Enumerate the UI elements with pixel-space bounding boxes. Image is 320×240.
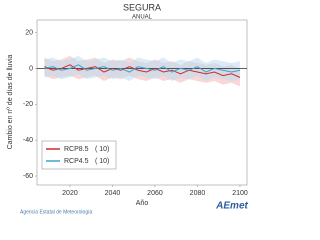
series-line bbox=[44, 64, 241, 78]
chart-subtitle: ANUAL bbox=[132, 15, 153, 21]
y-tick-label: -40 bbox=[23, 137, 33, 144]
chart: SEGURA ANUAL Cambio en nº de días de llu… bbox=[7, 2, 249, 215]
plot-frame bbox=[36, 19, 248, 186]
x-tick-label: 2040 bbox=[105, 190, 121, 197]
x-tick-label: 2080 bbox=[190, 190, 206, 197]
series-line bbox=[44, 64, 241, 73]
x-tick-label: 2100 bbox=[232, 190, 248, 197]
legend-box bbox=[41, 140, 117, 170]
x-tick-label: 2060 bbox=[147, 190, 163, 197]
y-tick-label: -20 bbox=[23, 101, 33, 108]
y-tick-label: -60 bbox=[23, 173, 33, 180]
legend-label: RCP4.5 bbox=[64, 158, 89, 165]
x-axis-label: Año bbox=[136, 200, 149, 207]
y-axis-label: Cambio en nº de días de lluvia bbox=[7, 55, 14, 150]
logo: AEmet bbox=[215, 201, 248, 212]
legend-label: RCP8.5 bbox=[64, 146, 89, 153]
footer: Agencia Estatal de Meteorología bbox=[20, 209, 92, 215]
legend-count: ( 10) bbox=[95, 158, 109, 165]
y-tick-label: 20 bbox=[25, 29, 33, 36]
x-tick-label: 2020 bbox=[62, 190, 78, 197]
y-tick-label: 0 bbox=[29, 65, 33, 72]
legend-count: ( 10) bbox=[95, 146, 109, 153]
chart-title: SEGURA bbox=[123, 2, 161, 12]
